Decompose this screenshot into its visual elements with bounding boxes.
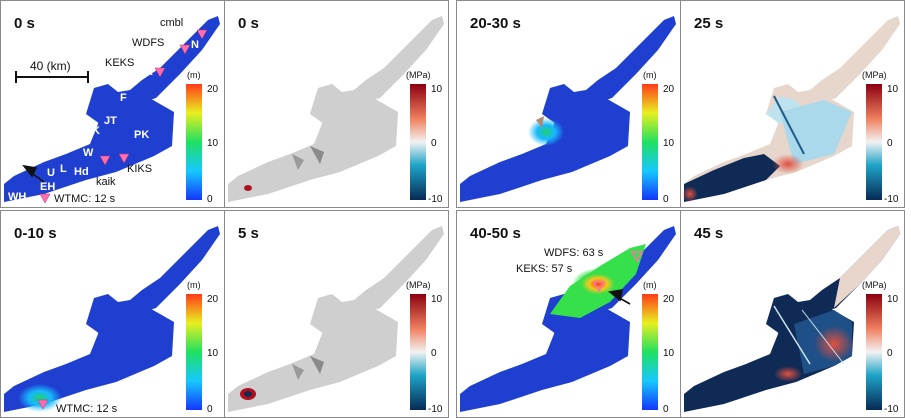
panel-1-tick-mid: 10 (207, 138, 219, 149)
panel-7-tick-mid: 10 (663, 348, 675, 359)
panel-8-tick-max: 10 (887, 294, 899, 305)
fault-label-w: W (83, 147, 94, 159)
panel-1: WH EH U L Hd W UK JT F PK K N cmbl WDFS … (4, 15, 220, 205)
panel-8-colorbar: (MPa) 10 0 -10 (862, 280, 899, 415)
panel-5-colorbar: (m) 20 10 0 (186, 280, 219, 415)
fault-label-jt: JT (104, 115, 117, 127)
panel-1-colorbar: (m) 20 10 0 (186, 70, 219, 205)
panel-5-tick-max: 20 (207, 294, 219, 305)
panel-2-tick-min: -10 (428, 194, 443, 205)
panel-2-colorbar: (MPa) 10 0 -10 (406, 70, 443, 205)
panel-8-tick-min: -10 (884, 404, 899, 415)
panel-8: 45 s (MPa) 10 0 -10 (684, 225, 900, 415)
panel-5-tick-min: 0 (207, 404, 213, 415)
panel-1-tick-max: 20 (207, 84, 219, 95)
fault-label-wh: WH (8, 191, 26, 203)
station-label-keks-p7: KEKS: 57 s (516, 263, 573, 275)
panel-6-colorbar-unit: (MPa) (406, 280, 431, 290)
panel-6: 5 s (MPa) 10 0 -10 (228, 225, 444, 415)
fault-label-n: N (191, 39, 199, 51)
panel-5: WTMC: 12 s 0-10 s (m) 20 10 0 (4, 225, 220, 415)
fault-label-l: L (60, 163, 67, 175)
station-label-kiks: KIKS (127, 163, 152, 175)
panel-4-time: 25 s (694, 15, 723, 32)
panel-3: 20-30 s (m) 20 10 0 (460, 15, 676, 205)
panel-7-colorbar: (m) 20 10 0 (642, 280, 675, 415)
panel-4-colorbar: (MPa) 10 0 -10 (862, 70, 899, 205)
fault-label-pk: PK (134, 129, 149, 141)
station-label-kaik: kaik (96, 176, 116, 188)
panel-5-colorbar-unit: (m) (187, 280, 201, 290)
panel-1-tick-min: 0 (207, 194, 213, 205)
panel-6-tick-max: 10 (431, 294, 443, 305)
panel-1-time: 0 s (14, 15, 35, 32)
panel-3-tick-mid: 10 (663, 138, 675, 149)
panel-4-colorbar-unit: (MPa) (862, 70, 887, 80)
panel-8-time: 45 s (694, 225, 723, 242)
fault-label-uk: UK (84, 125, 100, 137)
station-label-wtmc: WTMC: 12 s (54, 193, 116, 205)
fault-label-f: F (120, 92, 127, 104)
panel-4: 25 s (MPa) 10 0 -10 (682, 15, 900, 205)
epicenter-arrow-icon (22, 164, 45, 183)
panel-4-tick-min: -10 (884, 194, 899, 205)
station-marker-wdfs (630, 251, 644, 263)
panel-7-time: 40-50 s (470, 225, 521, 242)
scale-bar: 40 (km) (15, 59, 89, 83)
panel-3-tick-min: 0 (663, 194, 669, 205)
fault-label-u: U (47, 167, 55, 179)
panel-2-time: 0 s (238, 15, 259, 32)
panel-2-tick-max: 10 (431, 84, 443, 95)
fault-labels: WH EH U L Hd W UK JT F PK K N (8, 39, 199, 203)
station-label-wdfs: WDFS (132, 37, 164, 49)
panel-8-tick-mid: 0 (887, 348, 893, 359)
fault-label-eh: EH (40, 181, 55, 193)
station-label-keks: KEKS (105, 57, 134, 69)
rupture-arrow-icon (608, 289, 631, 305)
station-marker-keks (592, 281, 606, 293)
panel-7: WDFS: 63 s KEKS: 57 s 40-50 s (m) 20 10 … (460, 225, 676, 415)
panel-4-tick-mid: 0 (887, 138, 893, 149)
panel-6-colorbar: (MPa) 10 0 -10 (406, 280, 443, 415)
station-markers (39, 29, 208, 204)
fault-label-hd: Hd (74, 166, 89, 178)
panel-2: 0 s (MPa) 10 0 -10 (228, 15, 444, 205)
panel-1-colorbar-unit: (m) (187, 70, 201, 80)
panel-8-colorbar-unit: (MPa) (862, 280, 887, 290)
station-labels: cmbl WDFS KEKS KIKS kaik WTMC: 12 s (54, 17, 183, 205)
panel-2-tick-mid: 0 (431, 138, 437, 149)
station-label-wdfs-p7: WDFS: 63 s (544, 247, 604, 259)
panel-2-colorbar-unit: (MPa) (406, 70, 431, 80)
panel-4-tick-max: 10 (887, 84, 899, 95)
panel-3-colorbar-unit: (m) (643, 70, 657, 80)
panel-7-tick-max: 20 (663, 294, 675, 305)
panel-6-time: 5 s (238, 225, 259, 242)
station-label-cmbl: cmbl (160, 17, 183, 29)
panel-7-tick-min: 0 (663, 404, 669, 415)
station-label-wtmc-p5: WTMC: 12 s (56, 403, 118, 415)
panel-3-colorbar: (m) 20 10 0 (642, 70, 675, 205)
panel-5-tick-mid: 10 (207, 348, 219, 359)
scale-bar-label: 40 (km) (30, 59, 71, 73)
fault-label-k: K (145, 66, 153, 78)
panel-3-time: 20-30 s (470, 15, 521, 32)
panel-7-colorbar-unit: (m) (643, 280, 657, 290)
panel-5-time: 0-10 s (14, 225, 57, 242)
panel-6-tick-mid: 0 (431, 348, 437, 359)
panel-6-tick-min: -10 (428, 404, 443, 415)
panel-3-tick-max: 20 (663, 84, 675, 95)
station-marker-wtmc (37, 399, 49, 410)
